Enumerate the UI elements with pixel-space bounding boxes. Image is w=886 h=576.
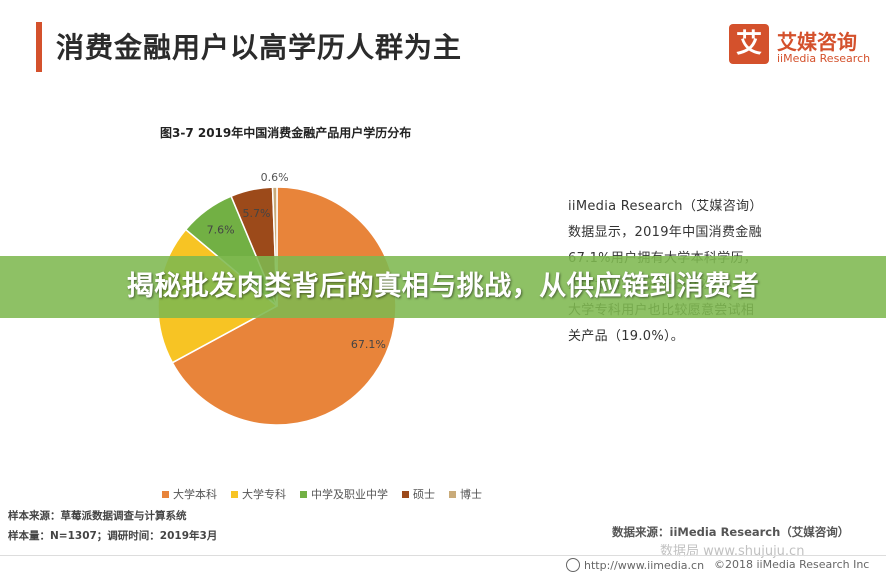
watermark-text: 数据局 www.shujuju.cn <box>660 544 805 559</box>
description-line: 关产品（19.0%）。 <box>568 329 685 344</box>
title-accent-bar <box>36 22 42 72</box>
slice-label-3: 5.7% <box>243 207 271 220</box>
sample-source-note: 样本来源：草莓派数据调查与计算系统 <box>8 510 187 522</box>
legend-item: 博士 <box>449 486 482 502</box>
legend-swatch <box>402 490 409 498</box>
legend-label: 博士 <box>460 488 482 501</box>
description-line: 数据显示，2019年中国消费金融 <box>568 225 762 240</box>
footer-url[interactable]: http://www.iimedia.cn <box>566 558 704 572</box>
logo-name-cn: 艾媒咨询 <box>777 30 857 54</box>
legend-swatch <box>300 490 307 498</box>
legend-label: 硕士 <box>413 488 435 501</box>
legend-swatch <box>449 490 456 498</box>
legend-swatch <box>231 490 238 498</box>
data-source-note: 数据来源：iiMedia Research（艾媒咨询） <box>612 525 850 539</box>
slice-label-4: 0.6% <box>261 171 289 184</box>
footer-copyright: ©2018 iiMedia Research Inc <box>714 558 870 571</box>
slice-label-2: 7.6% <box>207 223 235 236</box>
slice-label-0: 67.1% <box>351 338 386 351</box>
legend-swatch <box>162 490 169 498</box>
page-title: 消费金融用户以高学历人群为主 <box>56 31 463 64</box>
legend-item: 中学及职业中学 <box>300 486 388 502</box>
legend-label: 大学专科 <box>242 488 286 501</box>
sample-size-note: 样本量：N=1307；调研时间：2019年3月 <box>8 530 218 542</box>
overlay-banner: 揭秘批发肉类背后的真相与挑战，从供应链到消费者 <box>0 256 886 318</box>
brand-logo: 艾 艾媒咨询 iiMedia Research <box>729 24 871 72</box>
legend-label: 大学本科 <box>173 488 217 501</box>
legend-label: 中学及职业中学 <box>311 488 388 501</box>
banner-text: 揭秘批发肉类背后的真相与挑战，从供应链到消费者 <box>126 271 760 302</box>
legend-item: 大学专科 <box>231 486 286 502</box>
globe-icon <box>566 558 580 572</box>
legend-item: 大学本科 <box>162 486 217 502</box>
chart-title: 图3-7 2019年中国消费金融产品用户学历分布 <box>160 126 412 140</box>
logo-name-en: iiMedia Research <box>777 52 871 65</box>
footer-divider <box>0 555 886 556</box>
legend-item: 硕士 <box>402 486 435 502</box>
footer-url-text[interactable]: http://www.iimedia.cn <box>584 558 705 572</box>
logo-icon: 艾 <box>729 24 769 64</box>
description-line: iiMedia Research（艾媒咨询） <box>568 199 763 214</box>
chart-legend: 大学本科 大学专科 中学及职业中学 硕士 博士 <box>162 486 482 502</box>
